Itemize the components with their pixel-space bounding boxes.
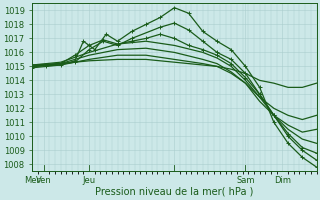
X-axis label: Pression niveau de la mer( hPa ): Pression niveau de la mer( hPa ) <box>95 187 253 197</box>
